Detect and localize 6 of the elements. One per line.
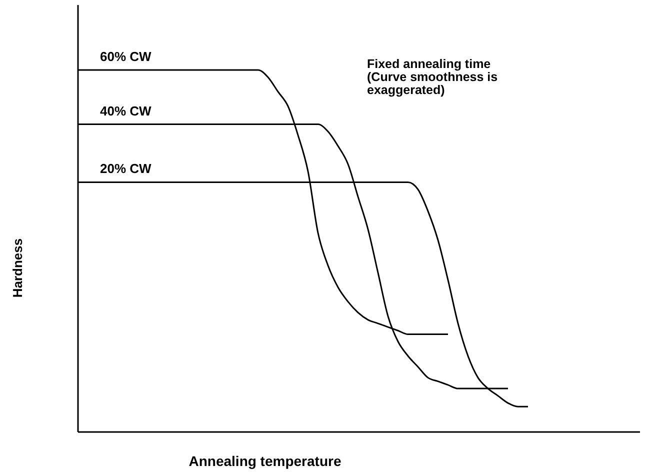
series-label: 40% CW — [100, 103, 152, 118]
x-axis-title: Annealing temperature — [188, 453, 342, 469]
series-label: 20% CW — [100, 161, 152, 176]
y-axis-title: Hardness — [10, 238, 25, 298]
series-label: 60% CW — [100, 49, 152, 64]
annotation: Fixed annealing time (Curve smoothness is exaggerated) — [367, 57, 498, 97]
